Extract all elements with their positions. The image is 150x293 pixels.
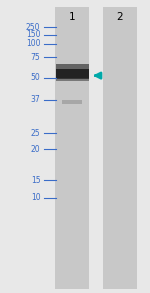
Bar	[56, 79, 88, 81]
Text: 2: 2	[117, 12, 123, 22]
Bar	[56, 69, 88, 79]
Text: 15: 15	[31, 176, 40, 185]
Text: 25: 25	[31, 129, 40, 138]
Bar	[103, 7, 137, 289]
Text: 20: 20	[31, 145, 40, 154]
Bar	[56, 64, 88, 69]
Bar	[62, 100, 82, 104]
Text: 100: 100	[26, 40, 40, 48]
Text: 150: 150	[26, 30, 40, 39]
Text: 50: 50	[31, 73, 40, 82]
Text: 37: 37	[31, 95, 40, 104]
Text: 1: 1	[69, 12, 75, 22]
Text: 250: 250	[26, 23, 40, 32]
Text: 10: 10	[31, 193, 40, 202]
Bar	[55, 7, 89, 289]
Text: 75: 75	[31, 53, 40, 62]
